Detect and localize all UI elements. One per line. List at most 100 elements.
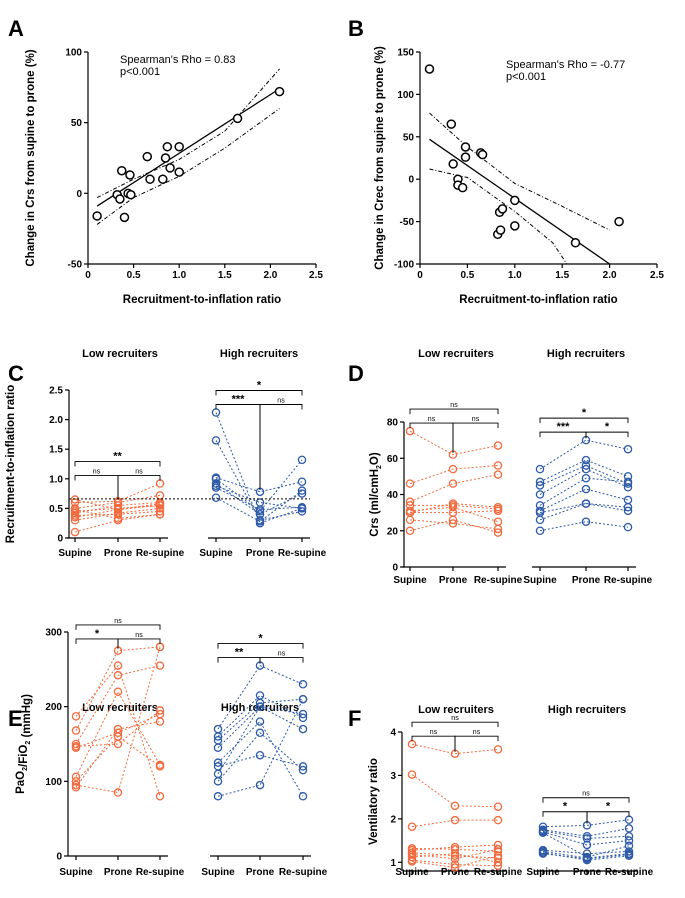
data-point: [581, 499, 591, 508]
data-point: [493, 858, 503, 867]
data-point: [255, 517, 265, 526]
subject-line: [542, 832, 630, 858]
significance-label: *: [582, 407, 587, 419]
data-point: [174, 141, 184, 152]
y-axis-label: Recruitment-to-inflation ratio: [5, 385, 17, 543]
significance-label: ***: [557, 421, 571, 433]
subject-line: [74, 513, 161, 533]
panel-letter: D: [348, 361, 364, 386]
data-point: [570, 238, 581, 248]
y-tick-label: 50: [403, 132, 415, 143]
category-label: Re-supine: [474, 867, 523, 878]
data-point: [274, 86, 285, 97]
data-point: [450, 854, 460, 864]
data-point: [405, 479, 415, 488]
data-point: [71, 726, 81, 735]
data-point: [493, 524, 503, 534]
data-point: [477, 149, 488, 160]
subject-line: [539, 477, 629, 506]
significance-label: ns: [278, 651, 286, 658]
data-point: [535, 526, 545, 536]
y-tick-label: 0.5: [49, 504, 63, 515]
data-point: [71, 743, 81, 752]
y-tick-label: 300: [45, 628, 62, 639]
category-label: Prone: [573, 867, 602, 878]
y-axis-label: Crs (ml/cmH2O): [369, 452, 383, 537]
significance-label: ns: [135, 632, 143, 639]
subject-line: [411, 743, 499, 755]
data-point: [450, 801, 460, 811]
x-tick-label: 0: [417, 270, 423, 281]
ci-lower-line: [429, 168, 568, 265]
category-label: Supine: [523, 575, 557, 586]
significance-label: **: [113, 451, 122, 463]
data-point: [213, 777, 223, 786]
panel-letter: A: [8, 16, 24, 41]
data-point: [155, 491, 165, 500]
data-point: [174, 167, 184, 177]
data-point: [155, 501, 165, 510]
subject-line: [411, 848, 499, 860]
data-point: [497, 204, 508, 214]
data-point: [70, 495, 80, 504]
subject-line: [542, 830, 630, 839]
data-point: [211, 493, 221, 502]
subject-line: [74, 483, 161, 503]
data-point: [581, 517, 591, 526]
significance-bracket: [259, 657, 304, 663]
data-point: [155, 510, 165, 519]
subject-line: [215, 459, 303, 513]
y-tick-label: 40: [387, 490, 399, 501]
subject-line: [215, 477, 303, 493]
subject-line: [215, 485, 303, 509]
y-tick-label: -100: [394, 260, 414, 271]
subject-line: [539, 439, 629, 470]
data-point: [232, 113, 243, 124]
subject-line: [410, 510, 499, 514]
data-point: [493, 815, 503, 825]
subject-line: [410, 504, 499, 510]
x-tick-label: 0.5: [127, 270, 141, 281]
data-point: [448, 502, 458, 512]
subject-line: [74, 509, 161, 519]
data-point: [298, 724, 308, 734]
significance-bracket: [74, 461, 161, 467]
panel-a: A0 0.5 1.0 1.5 2.0 2.5-50050100Recruitment-to…: [8, 16, 323, 306]
subject-line: [542, 849, 630, 855]
x-tick-label: 2.0: [263, 270, 277, 281]
ci-lower-line: [96, 108, 280, 225]
data-point: [113, 788, 123, 797]
data-point: [535, 481, 545, 490]
data-point: [113, 661, 123, 670]
subject-line: [75, 735, 161, 782]
y-tick-label: 1.0: [49, 474, 63, 485]
data-point: [113, 739, 123, 749]
data-point: [71, 777, 81, 786]
significance-label: *: [605, 421, 610, 433]
y-tick-label: 80: [387, 418, 399, 429]
subject-line: [542, 850, 630, 859]
data-point: [255, 505, 265, 514]
data-point: [162, 141, 173, 152]
significance-bracket: [117, 475, 161, 481]
data-point: [116, 165, 127, 176]
ci-upper-line: [429, 112, 610, 231]
y-label-part: (mmHg): [21, 694, 33, 741]
data-point: [113, 514, 123, 523]
y-tick-label: 0: [57, 534, 63, 545]
subject-line: [75, 664, 161, 797]
data-point: [493, 745, 503, 754]
group-title: High recruiters: [220, 348, 298, 360]
data-point: [113, 724, 123, 734]
category-label: Prone: [439, 575, 468, 586]
data-point: [614, 216, 624, 227]
data-point: [70, 504, 80, 513]
subject-line: [217, 664, 304, 730]
y-label-part: 2: [376, 465, 383, 469]
subject-line: [542, 831, 630, 846]
